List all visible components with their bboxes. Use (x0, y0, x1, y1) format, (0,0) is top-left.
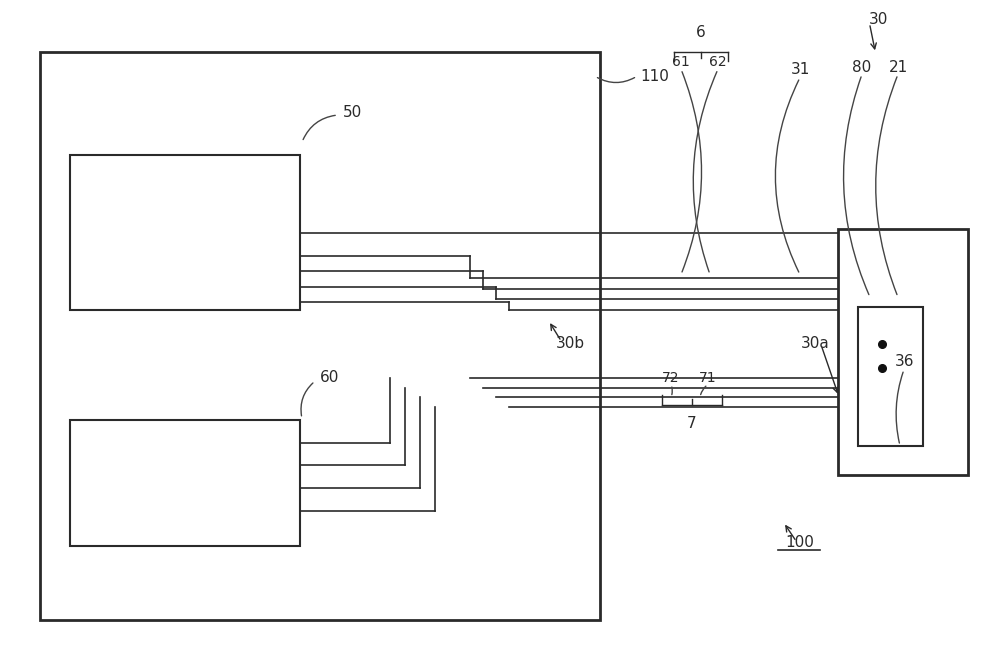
Text: 61: 61 (672, 55, 690, 69)
Text: 31: 31 (790, 62, 810, 78)
Text: 30b: 30b (555, 336, 585, 351)
Text: 6: 6 (696, 25, 706, 40)
Text: 110: 110 (640, 68, 669, 84)
Bar (858, 307, 923, 446)
Text: 100: 100 (786, 535, 814, 550)
Text: 21: 21 (888, 59, 908, 75)
Text: 30a: 30a (801, 336, 829, 351)
Bar (40, 52, 600, 620)
Text: 62: 62 (709, 55, 727, 69)
Bar (838, 229, 968, 475)
Text: 80: 80 (852, 59, 872, 75)
Text: 71: 71 (699, 371, 717, 385)
Text: 72: 72 (662, 371, 680, 385)
Bar (70, 420, 300, 546)
Text: 50: 50 (343, 105, 362, 120)
Text: 36: 36 (895, 354, 915, 370)
Text: 60: 60 (320, 370, 339, 386)
Text: 30: 30 (868, 12, 888, 27)
Bar (70, 155, 300, 310)
Text: 7: 7 (687, 415, 697, 431)
